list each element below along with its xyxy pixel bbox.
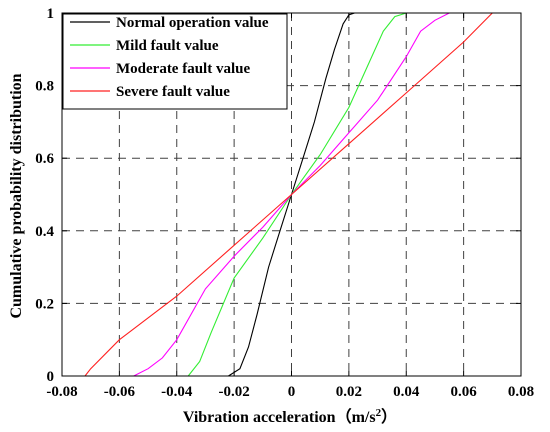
legend-label-1: Normal operation value bbox=[116, 15, 269, 31]
x-tick-label: -0.06 bbox=[104, 384, 136, 400]
series-line-4 bbox=[84, 12, 493, 377]
y-tick-label: 0.4 bbox=[35, 224, 54, 240]
x-tick-label: -0.08 bbox=[46, 384, 77, 400]
x-tick-label: 0.08 bbox=[508, 384, 534, 400]
y-tick-label: 1 bbox=[47, 6, 55, 22]
x-tick-labels: -0.08 -0.06 -0.04 -0.02 0 0.02 0.04 0.06 0.08 bbox=[46, 384, 534, 400]
legend-label-2: Mild fault value bbox=[116, 38, 219, 54]
y-tick-label: 0.6 bbox=[35, 151, 54, 167]
legend: Normal operation value Mild fault value Mo… bbox=[62, 13, 288, 110]
y-tick-labels: 0 0.2 0.4 0.6 0.8 1 bbox=[35, 6, 54, 385]
x-tick-label: -0.04 bbox=[161, 384, 193, 400]
y-tick-label: 0.8 bbox=[35, 79, 54, 95]
legend-label-3: Moderate fault value bbox=[116, 61, 250, 77]
x-axis-title: Vibration acceleration（m/s2） bbox=[183, 407, 397, 426]
series-lines bbox=[84, 12, 493, 377]
series-line-2 bbox=[187, 12, 407, 377]
legend-box bbox=[62, 13, 288, 110]
x-tick-label: 0.02 bbox=[336, 384, 362, 400]
x-tick-label: 0.06 bbox=[451, 384, 478, 400]
x-tick-label: -0.02 bbox=[219, 384, 250, 400]
y-tick-label: 0.2 bbox=[35, 296, 54, 312]
y-axis-title: Cumulative probability distribution bbox=[8, 73, 25, 318]
x-tick-label: 0.04 bbox=[393, 384, 420, 400]
legend-label-4: Severe fault value bbox=[116, 84, 230, 100]
y-tick-label: 0 bbox=[47, 369, 55, 385]
series-line-1 bbox=[228, 12, 355, 377]
x-tick-label: 0 bbox=[288, 384, 296, 400]
